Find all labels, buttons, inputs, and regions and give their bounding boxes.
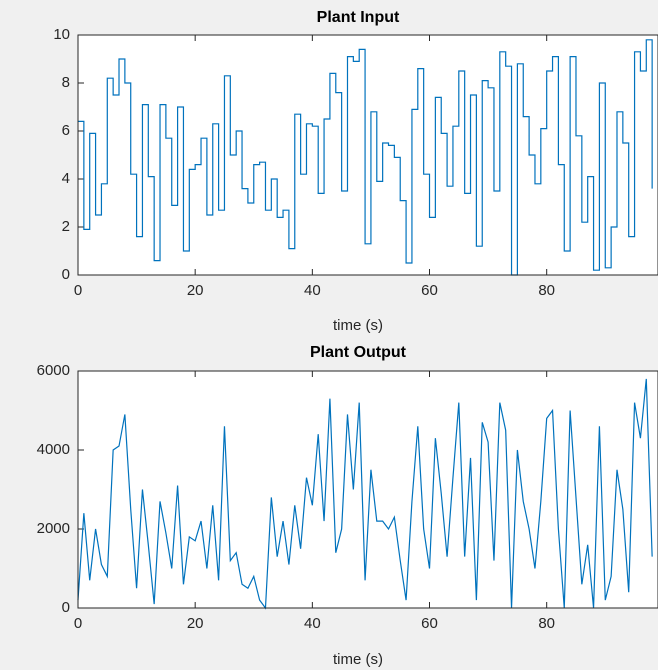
data-line (77, 378, 653, 610)
axes-box (77, 370, 658, 609)
x-tick-label: 0 (74, 282, 82, 299)
x-axis-label: time (s) (333, 317, 383, 334)
y-tick-label: 2000 (37, 520, 70, 537)
chart-title: Plant Input (317, 9, 400, 26)
x-tick-label: 80 (538, 282, 555, 299)
x-tick-label: 40 (304, 615, 321, 632)
y-tick-label: 10 (53, 26, 70, 43)
data-line (78, 39, 653, 276)
y-tick-label: 0 (62, 266, 70, 283)
y-tick-label: 4000 (37, 441, 70, 458)
x-tick-label: 80 (538, 615, 555, 632)
x-axis-label: time (s) (333, 651, 383, 668)
y-tick-label: 4 (62, 170, 70, 187)
x-tick-label: 0 (74, 615, 82, 632)
y-tick-label: 8 (62, 74, 70, 91)
x-tick-label: 20 (187, 615, 204, 632)
y-tick-label: 6 (62, 122, 70, 139)
chart-title: Plant Output (310, 344, 407, 361)
axes-box (77, 34, 658, 276)
axes-background (78, 371, 658, 608)
x-tick-label: 20 (187, 282, 204, 299)
y-tick-label: 0 (62, 599, 70, 616)
x-tick-label: 60 (421, 282, 438, 299)
y-tick-label: 6000 (37, 362, 70, 379)
axes-background (78, 35, 658, 275)
x-tick-label: 40 (304, 282, 321, 299)
x-tick-label: 60 (421, 615, 438, 632)
y-tick-label: 2 (62, 218, 70, 235)
